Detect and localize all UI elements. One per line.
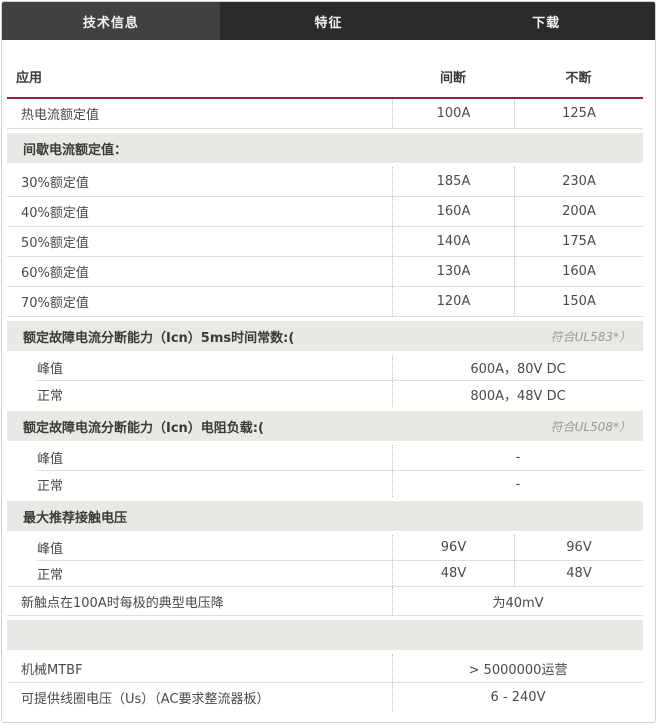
row-label: 新触点在100A时每极的典型电压降 [21,595,224,611]
row-label: 可提供线圈电压（Us）（AC要求整流器板） [21,692,270,707]
compliance-note: 符合UL508*） [550,419,631,434]
table-row: 50%额定值 140A 175A [7,227,643,257]
section-header-row: 最大推荐接触电压 [7,501,643,531]
table-row: 机械MTBF > 5000000运营 [7,654,643,683]
section-header-row: 额定故障电流分断能力（Icn）电阻负载:( 符合UL508*） [7,411,643,441]
table-row: 正常 - [7,471,643,497]
column-header-intermittent: 间断 [439,70,466,86]
section-spacer-row [7,620,643,650]
row-label: 60%额定值 [21,266,89,281]
value-cell-intermittent: 120A [392,287,514,316]
table-row: 峰值 96V 96V [37,535,643,561]
value-cell-span: 为40mV [392,587,643,615]
value-cell-intermittent: 48V [392,561,514,586]
row-label: 40%额定值 [21,206,89,221]
table-row: 70%额定值 120A 150A [7,287,643,317]
value-cell-span: 800A，48V DC [392,381,643,407]
section-title: 间歇电流额定值： [23,142,128,158]
row-label: 70%额定值 [21,296,89,311]
value-cell-intermittent: 96V [392,535,514,560]
row-label: 正常 [37,478,64,494]
compliance-note: 符合UL583*） [550,329,631,344]
section-title: 额定故障电流分断能力（Icn）电阻负载:( [23,420,264,436]
row-label: 峰值 [37,452,64,467]
table-row: 40%额定值 160A 200A [7,197,643,227]
section-title: 额定故障电流分断能力（Icn）5ms时间常数:( [23,330,295,346]
row-label: 峰值 [37,362,64,377]
column-header-continuous: 不断 [565,70,592,86]
tab-downloads[interactable]: 下载 [437,2,655,40]
row-label: 50%额定值 [21,236,89,251]
table-header-row: 应用 间断 不断 [7,55,643,99]
value-cell-continuous: 175A [514,227,643,256]
table-row: 峰值 600A，80V DC [37,355,643,381]
row-label: 热电流额定值 [21,108,100,123]
section-title: 最大推荐接触电压 [23,510,128,526]
value-cell-continuous: 150A [514,287,643,316]
value-cell-continuous: 96V [514,535,643,560]
table-body: 热电流额定值 100A 125A 间歇电流额定值： 30%额定值 185A 230A 40%额… [7,99,643,712]
tab-technical-info[interactable]: 技术信息 [2,2,220,40]
table-row: 峰值 - [37,445,643,471]
value-cell-intermittent: 160A [392,197,514,226]
value-cell-intermittent: 185A [392,167,514,196]
table-row: 可提供线圈电压（Us）（AC要求整流器板） 6 - 240V [7,683,643,712]
value-cell-continuous: 48V [514,561,643,586]
table-row: 60%额定值 130A 160A [7,257,643,287]
value-cell-span: 6 - 240V [392,683,643,712]
value-cell-intermittent: 100A [392,99,514,128]
tab-bar: 技术信息 特征 下载 [2,2,655,40]
spec-table: 应用 间断 不断 热电流额定值 100A 125A 间歇电流额定值： 30%额定值 185… [2,55,655,712]
value-cell-continuous: 160A [514,257,643,286]
row-label: 峰值 [37,542,64,557]
table-row: 30%额定值 185A 230A [7,167,643,197]
table-row: 正常 800A，48V DC [7,381,643,407]
value-cell-intermittent: 140A [392,227,514,256]
value-cell-continuous: 230A [514,167,643,196]
table-row: 热电流额定值 100A 125A [7,99,643,129]
value-cell-span: - [392,471,643,497]
value-cell-span: 600A，80V DC [392,355,643,380]
value-cell-intermittent: 130A [392,257,514,286]
table-row: 新触点在100A时每极的典型电压降 为40mV [7,587,643,616]
row-label: 正常 [37,388,64,404]
table-row: 正常 48V 48V [7,561,643,587]
section-header-row: 额定故障电流分断能力（Icn）5ms时间常数:( 符合UL583*） [7,321,643,351]
value-cell-continuous: 125A [514,99,643,128]
value-cell-span: > 5000000运营 [392,654,643,682]
section-header-row: 间歇电流额定值： [7,133,643,163]
row-label: 30%额定值 [21,176,89,191]
tab-features[interactable]: 特征 [219,2,438,40]
row-label: 正常 [37,568,64,583]
column-header-application: 应用 [16,70,43,86]
value-cell-continuous: 200A [514,197,643,226]
value-cell-span: - [392,445,643,470]
row-label: 机械MTBF [21,662,83,678]
